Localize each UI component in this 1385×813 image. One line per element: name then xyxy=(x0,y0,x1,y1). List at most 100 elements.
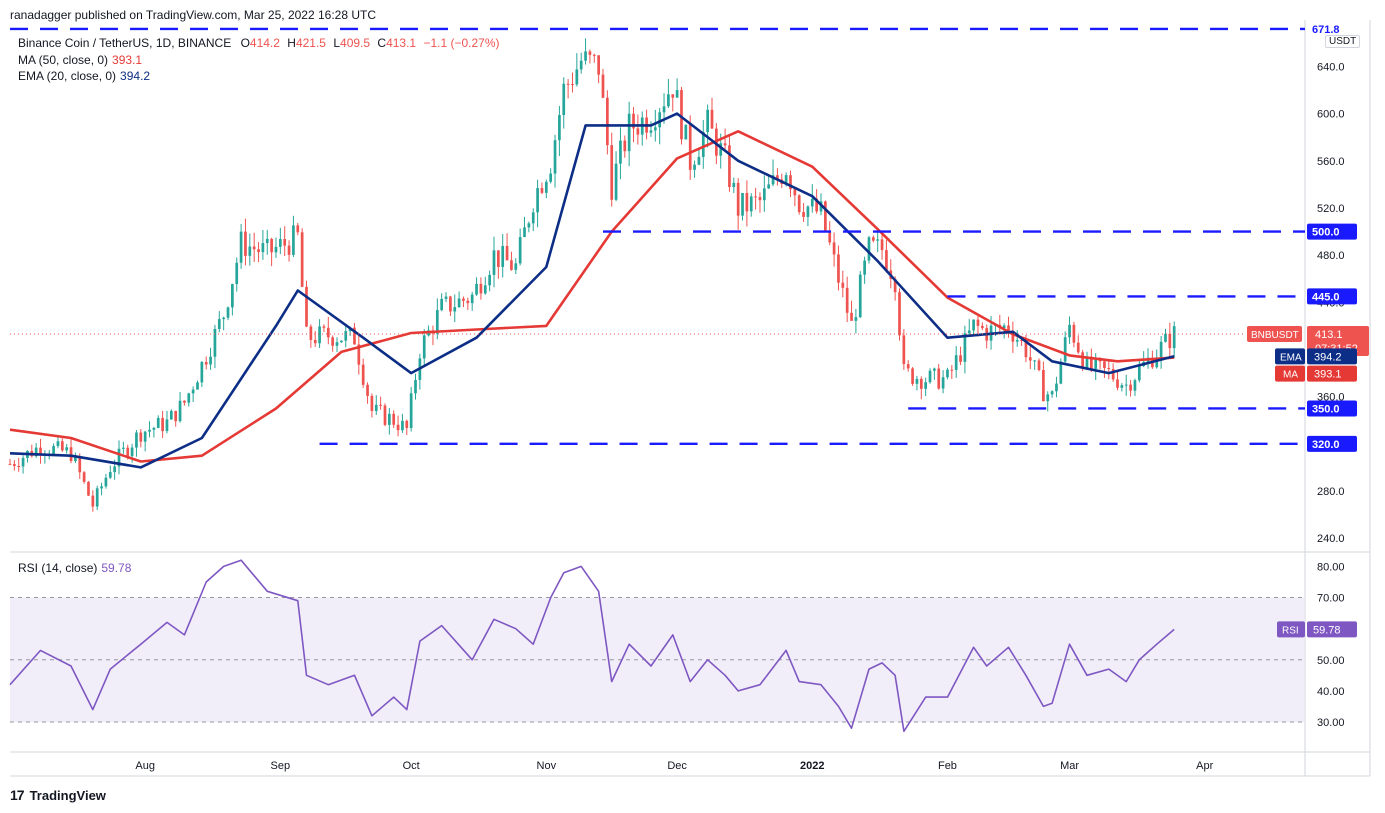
candle-body xyxy=(475,283,478,295)
time-tick-label: Apr xyxy=(1196,760,1213,772)
price-tick-label: 480.0 xyxy=(1317,250,1345,262)
candle-body xyxy=(959,355,962,362)
candle-body xyxy=(483,285,487,294)
candle-body xyxy=(902,335,906,365)
level-tag xyxy=(1307,400,1357,417)
candle-body xyxy=(213,328,217,357)
candle-body xyxy=(1155,357,1159,368)
ema-legend: EMA (20, close, 0) 394.2 xyxy=(18,68,150,85)
symbol-name: Binance Coin / TetherUS, 1D, BINANCE xyxy=(18,36,232,50)
rsi-tick-label: 80.00 xyxy=(1317,561,1345,573)
candle-body xyxy=(479,283,483,294)
candle-body xyxy=(34,447,38,457)
candle-body xyxy=(863,260,866,275)
candle-body xyxy=(797,195,801,213)
candle-body xyxy=(435,310,439,334)
candle-body xyxy=(972,319,975,331)
level-tag-label: 445.0 xyxy=(1312,291,1340,303)
symbol-legend: Binance Coin / TetherUS, 1D, BINANCE O41… xyxy=(18,35,500,52)
candle-body xyxy=(544,181,548,193)
rsi-legend: RSI (14, close) 59.78 xyxy=(18,560,131,577)
candle-body xyxy=(980,325,984,329)
candle-body xyxy=(553,140,557,174)
candle-body xyxy=(523,227,526,238)
candle-body xyxy=(244,231,247,256)
candle-body xyxy=(575,69,579,85)
candle-body xyxy=(871,237,875,241)
candle-body xyxy=(880,239,884,251)
candle-body xyxy=(845,287,849,313)
candle-body xyxy=(1085,356,1089,368)
candle-body xyxy=(536,188,539,213)
rsi-line xyxy=(9,559,1175,733)
candle-body xyxy=(257,249,260,253)
candle-body xyxy=(1028,357,1032,361)
candle-body xyxy=(850,312,853,321)
candle-body xyxy=(357,344,361,365)
candle-body xyxy=(579,60,583,70)
candle-body xyxy=(196,382,199,390)
currency-badge[interactable]: USDT xyxy=(1325,35,1361,48)
candle-body xyxy=(126,447,130,457)
candle-body xyxy=(623,140,627,152)
candle-body xyxy=(754,196,757,198)
candle-body xyxy=(592,54,596,56)
candle-body xyxy=(440,298,444,311)
price-tick-label: 520.0 xyxy=(1317,203,1345,215)
tradingview-logo-icon: 17 xyxy=(10,787,25,803)
candle-body xyxy=(619,140,622,164)
candle-body xyxy=(614,163,618,200)
candle-body xyxy=(776,175,779,180)
candle-body xyxy=(562,83,566,116)
candle-body xyxy=(183,400,186,403)
candle-body xyxy=(340,340,343,343)
candle-body xyxy=(745,192,749,212)
footer-brand[interactable]: 17 TradingView xyxy=(10,787,106,803)
candle-body xyxy=(387,413,391,425)
ma-tag-value: 393.1 xyxy=(1314,369,1342,381)
candle-body xyxy=(318,326,321,344)
candle-body xyxy=(292,225,295,255)
level-tag-label: 500.0 xyxy=(1312,227,1340,239)
candle-body xyxy=(300,232,304,287)
candle-body xyxy=(414,379,417,394)
candle-body xyxy=(501,245,505,267)
candle-body xyxy=(231,284,234,308)
candle-body xyxy=(169,410,173,420)
candle-body xyxy=(309,326,313,340)
candle-body xyxy=(449,296,452,312)
candle-body xyxy=(265,238,269,244)
level-tag-label: 320.0 xyxy=(1312,439,1340,451)
candle-body xyxy=(649,130,653,133)
candle-body xyxy=(139,432,143,442)
candle-body xyxy=(383,405,387,425)
level-tag-label: 350.0 xyxy=(1312,403,1340,415)
ma-tag xyxy=(1275,365,1305,382)
price-tick-label: 560.0 xyxy=(1317,156,1345,168)
candle-body xyxy=(732,182,736,187)
candle-body xyxy=(69,447,73,462)
ema-tag xyxy=(1275,348,1305,365)
ema20-line xyxy=(9,112,1175,469)
candle-body xyxy=(200,362,204,383)
candle-body xyxy=(470,294,474,304)
candle-body xyxy=(941,377,945,389)
time-tick-label: Nov xyxy=(537,760,557,772)
candle-body xyxy=(675,90,679,98)
candle-body xyxy=(531,212,535,224)
candle-body xyxy=(514,263,518,270)
candle-body xyxy=(736,182,740,216)
candle-body xyxy=(1124,384,1128,386)
symbol-tag xyxy=(1247,326,1302,343)
candle-body xyxy=(370,395,374,411)
candle-body xyxy=(235,262,239,285)
high-value: 421.5 xyxy=(295,36,326,50)
low-value: 409.5 xyxy=(340,36,371,50)
candle-body xyxy=(527,223,531,228)
candle-body xyxy=(876,239,880,241)
close-value: 413.1 xyxy=(386,36,417,50)
candle-body xyxy=(422,335,426,359)
rsi-tag-value: 59.78 xyxy=(1313,624,1341,636)
candle-body xyxy=(165,419,169,432)
